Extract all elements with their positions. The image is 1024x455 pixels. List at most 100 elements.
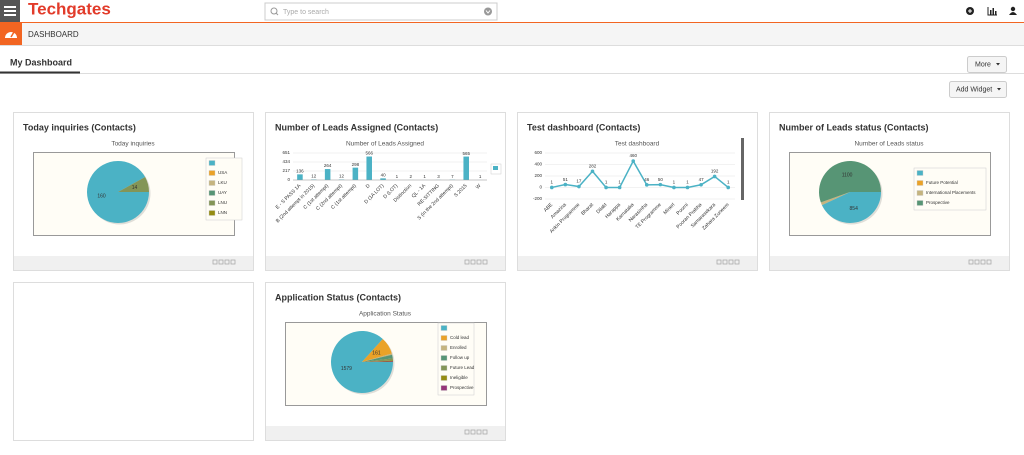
legend-swatch bbox=[916, 170, 924, 176]
point-label: 1 bbox=[727, 180, 730, 185]
legend-swatch bbox=[916, 200, 924, 206]
y-tick-label: 217 bbox=[282, 168, 290, 173]
pie-slice bbox=[118, 176, 149, 192]
widget-tool-icon bbox=[476, 429, 482, 435]
widget-title: Test dashboard (Contacts) bbox=[527, 122, 640, 132]
point-label: 50 bbox=[658, 177, 664, 182]
y-tick-label: -200 bbox=[533, 196, 543, 201]
tab[interactable]: My Dashboard bbox=[10, 57, 72, 67]
menu-button[interactable] bbox=[0, 0, 20, 22]
legend-label: Prospective bbox=[450, 385, 474, 390]
legend-swatch bbox=[208, 170, 216, 176]
widget-tool-icon bbox=[482, 429, 488, 435]
more-button[interactable] bbox=[967, 56, 1007, 73]
add-icon[interactable] bbox=[966, 7, 974, 15]
legend-swatch bbox=[916, 180, 924, 186]
legend-label: Cold lead bbox=[450, 335, 470, 340]
legend-swatch bbox=[440, 365, 448, 371]
widget-panel bbox=[517, 112, 758, 271]
bar-label: 7 bbox=[451, 174, 454, 179]
x-tick-label: D bbox=[365, 183, 372, 190]
pie-slice bbox=[362, 360, 393, 362]
point-label: 1 bbox=[686, 180, 689, 185]
legend-label: Ineligible bbox=[450, 375, 468, 380]
legend-label: LKU bbox=[218, 180, 227, 185]
top-bar bbox=[0, 0, 1024, 22]
y-tick-label: 200 bbox=[534, 173, 542, 178]
chart-title: Number of Leads Assigned bbox=[346, 141, 424, 148]
line-point bbox=[604, 185, 608, 190]
widget-tool-icon bbox=[734, 259, 740, 265]
legend-swatch bbox=[440, 385, 448, 391]
line-point bbox=[685, 185, 690, 190]
bar bbox=[366, 156, 372, 180]
widget-footer bbox=[770, 256, 1009, 270]
widget-tool-icon bbox=[728, 259, 734, 265]
report-icon[interactable] bbox=[987, 7, 997, 16]
widget-footer bbox=[266, 256, 505, 270]
legend-label: Future Lead bbox=[450, 365, 475, 370]
bar bbox=[380, 178, 386, 180]
add-widget-label[interactable]: Add Widget bbox=[956, 86, 992, 93]
point-label: 282 bbox=[589, 163, 597, 168]
widget-tool-icon bbox=[986, 259, 992, 265]
widget-tool-icon bbox=[980, 259, 986, 265]
bar-label: 1 bbox=[423, 174, 426, 179]
bar bbox=[324, 169, 331, 180]
line-point bbox=[726, 185, 731, 190]
line-point bbox=[590, 169, 595, 174]
pie-slice bbox=[819, 160, 881, 203]
widget-tool-icon bbox=[722, 259, 728, 265]
legend-box bbox=[913, 167, 987, 211]
chart-title: Number of Leads status bbox=[854, 141, 924, 148]
legend-swatch bbox=[208, 200, 216, 206]
y-tick-label: 434 bbox=[282, 159, 290, 164]
x-tick-label: ABE bbox=[543, 202, 555, 214]
legend-label: USA bbox=[218, 170, 227, 175]
add-widget-button[interactable] bbox=[949, 81, 1007, 98]
x-tick-label: W bbox=[475, 183, 483, 191]
legend-label: LNN bbox=[218, 210, 227, 215]
chart-title: Application Status bbox=[359, 311, 412, 318]
widget-tool-icon bbox=[482, 259, 488, 265]
widget-tool-icon bbox=[968, 259, 974, 265]
widget-tool-icon bbox=[716, 259, 722, 265]
more-label[interactable]: More bbox=[975, 61, 991, 68]
bar-label: 1 bbox=[479, 174, 482, 179]
widget-footer bbox=[266, 426, 505, 440]
search-placeholder: Type to search bbox=[283, 9, 329, 16]
widget-title: Number of Leads Assigned (Contacts) bbox=[275, 122, 438, 132]
slice-label: 1579 bbox=[341, 366, 352, 372]
point-label: 46 bbox=[644, 177, 650, 182]
widget-title: Today inquiries (Contacts) bbox=[23, 122, 136, 132]
chart-title: Test dashboard bbox=[615, 141, 660, 148]
slice-label: 854 bbox=[850, 206, 859, 212]
bar-label: 12 bbox=[339, 174, 345, 179]
legend-label: Follow up bbox=[450, 355, 470, 360]
search-box[interactable] bbox=[264, 2, 498, 21]
scrollbar bbox=[741, 138, 744, 200]
bar-label: 12 bbox=[311, 174, 317, 179]
user-icon[interactable] bbox=[1009, 6, 1017, 15]
legend-label: International Placements bbox=[926, 190, 976, 195]
logo[interactable]: Techgates bbox=[28, 0, 111, 18]
point-label: 192 bbox=[711, 169, 719, 174]
widget-title: Application Status (Contacts) bbox=[275, 292, 401, 302]
point-label: 51 bbox=[563, 177, 569, 182]
bar-label: 565 bbox=[462, 151, 470, 156]
y-tick-label: 0 bbox=[539, 185, 542, 190]
pie-slice bbox=[362, 361, 393, 362]
pie-slice bbox=[821, 192, 881, 223]
pie-slice bbox=[820, 192, 850, 206]
bar-label: 264 bbox=[324, 163, 332, 168]
point-label: 460 bbox=[629, 153, 637, 158]
legend-label: Prospective bbox=[926, 200, 950, 205]
line-point bbox=[549, 185, 554, 190]
widget-panel bbox=[265, 112, 506, 271]
widget-tool-icon bbox=[212, 259, 218, 265]
header-line bbox=[0, 22, 1024, 23]
slice-label: 14 bbox=[132, 185, 138, 191]
chart-title: Today inquiries bbox=[111, 141, 155, 148]
slice-label: 1100 bbox=[842, 173, 853, 179]
